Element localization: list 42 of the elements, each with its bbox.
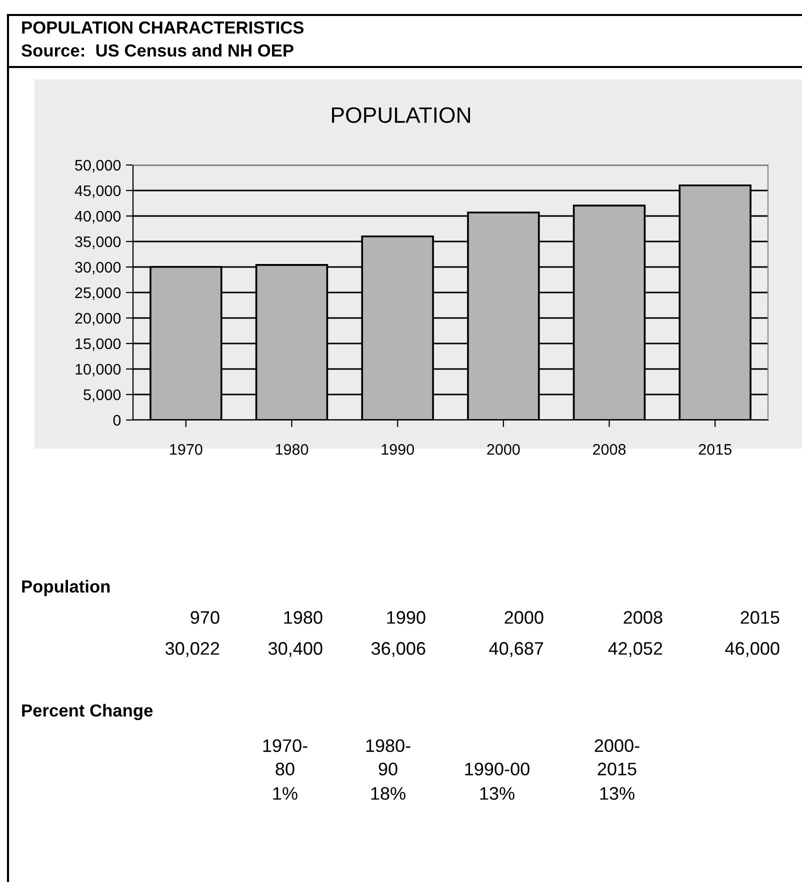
data-label: 40,687 [489, 642, 544, 657]
data-label: 30,022 [165, 642, 220, 657]
text: 970 [190, 611, 220, 624]
y-tick-label: 45,000 [74, 185, 121, 198]
text: 2000- 2015 [594, 739, 640, 776]
y-tick-label: 20,000 [75, 312, 121, 326]
text: 2015 [740, 611, 780, 624]
y-tick-label: 50,000 [75, 160, 121, 172]
text: 1% [273, 787, 298, 800]
text: 2008 [624, 611, 662, 624]
y-tick-label: 25,000 [75, 287, 121, 300]
text: 1970- 80 [263, 739, 308, 776]
text: Percent Change [22, 704, 153, 720]
text: 1980 [284, 611, 322, 624]
y-tick-label: 15,000 [76, 338, 121, 351]
y-tick-label: 5,000 [84, 389, 121, 402]
text: 1990-00 [465, 762, 530, 776]
y-tick-label: 40,000 [74, 210, 121, 224]
data-label: 42,052 [608, 642, 662, 657]
data-label: 30,400 [268, 642, 322, 657]
text: 1980- 90 [366, 739, 410, 776]
y-tick-label: 35,000 [75, 236, 121, 249]
x-tick-label: 1990 [382, 444, 414, 455]
text: 2000 [504, 611, 544, 624]
data-label: 36,006 [371, 642, 426, 657]
x-tick-label: 2015 [698, 444, 732, 455]
y-tick-label: 10,000 [76, 364, 121, 376]
chart-title: POPULATION [332, 107, 470, 123]
text: Population [22, 580, 110, 596]
data-label: 46,000 [725, 642, 780, 657]
text: 13% [600, 787, 634, 800]
x-tick-label: 1980 [276, 444, 308, 455]
x-tick-label: 1970 [170, 444, 202, 455]
source-note: Source: US Census and NH OEP [22, 44, 294, 57]
text: POPULATION CHARACTERISTICS [22, 21, 304, 34]
y-tick-label: 0 [113, 414, 121, 426]
x-tick-label: 2000 [487, 444, 520, 455]
x-tick-label: 2008 [593, 444, 626, 455]
text: 1990 [387, 611, 426, 624]
text: 13% [480, 787, 514, 800]
text: 18% [371, 787, 406, 800]
y-tick-label: 30,000 [75, 262, 121, 274]
